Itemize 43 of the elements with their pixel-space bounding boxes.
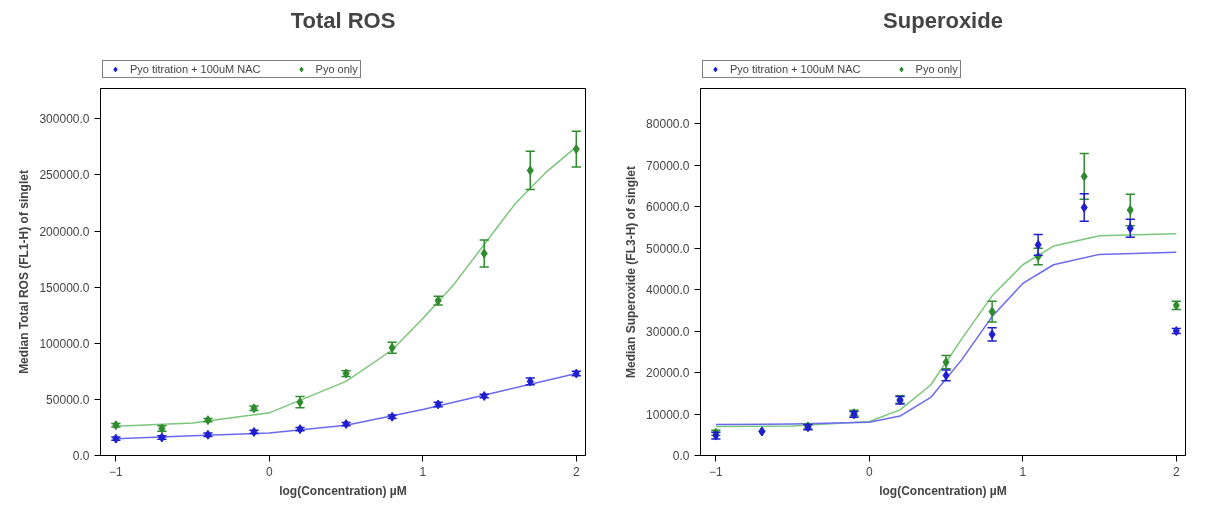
- x-axis-title: log(Concentration) µM: [879, 483, 1007, 498]
- point: [1034, 239, 1042, 250]
- x-tick-label: 1: [419, 464, 427, 479]
- y-tick-label: 300000.0: [39, 112, 90, 127]
- point: [480, 248, 488, 259]
- y-tick-label: 30000.0: [646, 324, 690, 339]
- x-tick-label: 2: [1172, 464, 1180, 479]
- x-tick-label: 0: [865, 464, 873, 479]
- x-tick-label: 1: [1019, 464, 1027, 479]
- y-tick-label: 50000.0: [646, 241, 690, 256]
- chart-title: Total ROS: [290, 7, 396, 33]
- legend-label: Pyo only: [315, 63, 358, 75]
- x-tick-label: −1: [109, 464, 124, 479]
- y-tick-label: 20000.0: [646, 366, 690, 381]
- y-tick-label: 0.0: [72, 449, 90, 463]
- x-axis-title: log(Concentration) µM: [279, 483, 407, 498]
- y-axis-title: Median Superoxide (FL3-H) of singlet: [624, 165, 639, 378]
- y-tick-label: 250000.0: [39, 168, 90, 183]
- x-tick-label: −1: [709, 464, 724, 479]
- y-tick-label: 50000.0: [46, 392, 90, 407]
- point: [988, 306, 996, 317]
- point: [572, 144, 580, 155]
- y-tick-label: 40000.0: [646, 283, 690, 298]
- point: [1080, 202, 1088, 213]
- point: [1080, 171, 1088, 182]
- x-tick-label: 0: [265, 464, 273, 479]
- y-tick-label: 70000.0: [646, 158, 690, 173]
- point: [1126, 223, 1134, 234]
- y-axis-title: Median Total ROS (FL1-H) of singlet: [17, 170, 32, 374]
- x-tick-label: 2: [572, 464, 580, 479]
- y-tick-label: 100000.0: [39, 336, 90, 351]
- y-tick-label: 80000.0: [646, 117, 690, 132]
- chart-title: Superoxide: [883, 7, 1003, 33]
- legend-label: Pyo titration + 100uM NAC: [130, 63, 261, 75]
- y-tick-label: 10000.0: [646, 407, 690, 422]
- point: [526, 165, 534, 176]
- y-tick-label: 200000.0: [39, 224, 90, 239]
- y-tick-label: 150000.0: [39, 280, 90, 295]
- point: [1126, 205, 1134, 215]
- y-tick-label: 0.0: [672, 449, 690, 463]
- y-tick-label: 60000.0: [646, 200, 690, 215]
- legend-label: Pyo only: [915, 63, 958, 75]
- legend-label: Pyo titration + 100uM NAC: [730, 63, 861, 75]
